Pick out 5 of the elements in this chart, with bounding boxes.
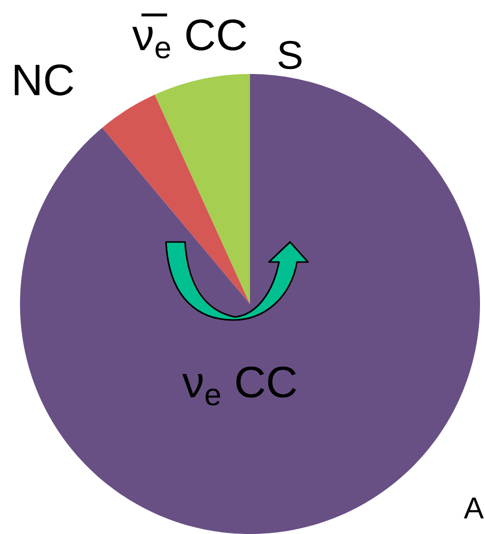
slice-label: NC	[14, 64, 74, 96]
text: S	[278, 40, 302, 70]
slice-label: ν̅$_{e}$ CC	[132, 14, 246, 58]
text: A	[464, 498, 484, 518]
slice-label: ν$_{e}$ CC	[182, 366, 296, 406]
